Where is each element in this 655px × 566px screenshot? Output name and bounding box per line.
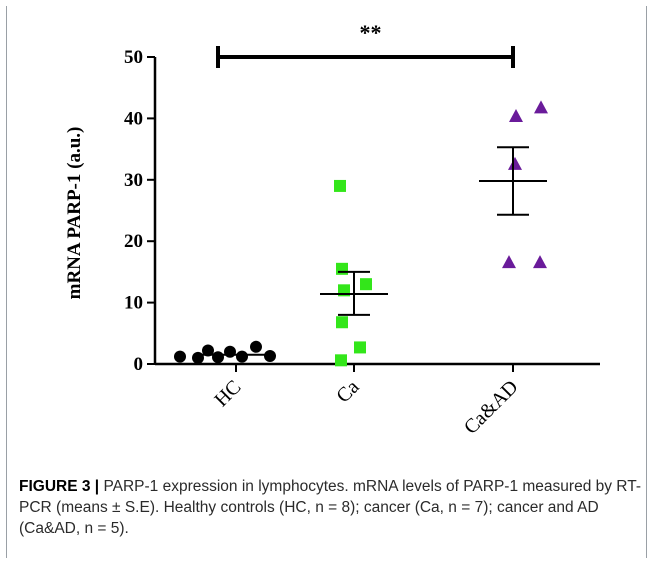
y-tick-label: 30 <box>124 170 143 191</box>
point-ca-ad <box>508 156 522 170</box>
x-category-label: HC <box>210 376 245 411</box>
point-hc <box>264 350 276 363</box>
axes: 0 10 20 30 40 50 <box>124 47 600 375</box>
point-ca <box>336 316 348 329</box>
point-hc <box>212 351 224 364</box>
y-tick-label: 10 <box>124 293 143 314</box>
significance-label: ** <box>360 20 382 45</box>
scatter-chart: mRNA PARP-1 (a.u.) 0 10 20 30 40 50 ** HC Ca Ca… <box>64 20 600 439</box>
point-ca-ad <box>533 255 547 269</box>
figure-caption: FIGURE 3 | PARP-1 expression in lymphocy… <box>19 476 641 539</box>
point-ca <box>354 341 366 354</box>
point-hc <box>236 350 248 363</box>
point-ca <box>336 262 348 275</box>
y-tick-label: 40 <box>124 108 143 129</box>
point-ca <box>360 278 372 291</box>
point-hc <box>250 340 262 353</box>
y-tick-label: 50 <box>124 47 143 68</box>
point-hc <box>202 344 214 357</box>
y-tick-label: 20 <box>124 231 143 252</box>
y-axis-title: mRNA PARP-1 (a.u.) <box>64 127 85 300</box>
point-ca-ad <box>502 255 516 269</box>
x-category-label: Ca&AD <box>460 376 523 439</box>
figure-frame <box>6 6 647 558</box>
x-category-label: Ca <box>332 376 363 407</box>
point-hc <box>224 345 236 358</box>
point-ca-ad <box>534 100 548 114</box>
point-hc <box>174 350 186 363</box>
point-ca-ad <box>509 108 523 122</box>
point-hc <box>192 351 204 364</box>
category-labels: HC Ca Ca&AD <box>210 376 522 439</box>
caption-text: PARP-1 expression in lymphocytes. mRNA l… <box>19 478 641 537</box>
y-tick-label: 0 <box>134 354 144 375</box>
data-marks: ** <box>174 20 548 367</box>
caption-label: FIGURE 3 | <box>19 478 100 495</box>
point-ca <box>334 179 346 192</box>
point-ca <box>335 354 347 367</box>
